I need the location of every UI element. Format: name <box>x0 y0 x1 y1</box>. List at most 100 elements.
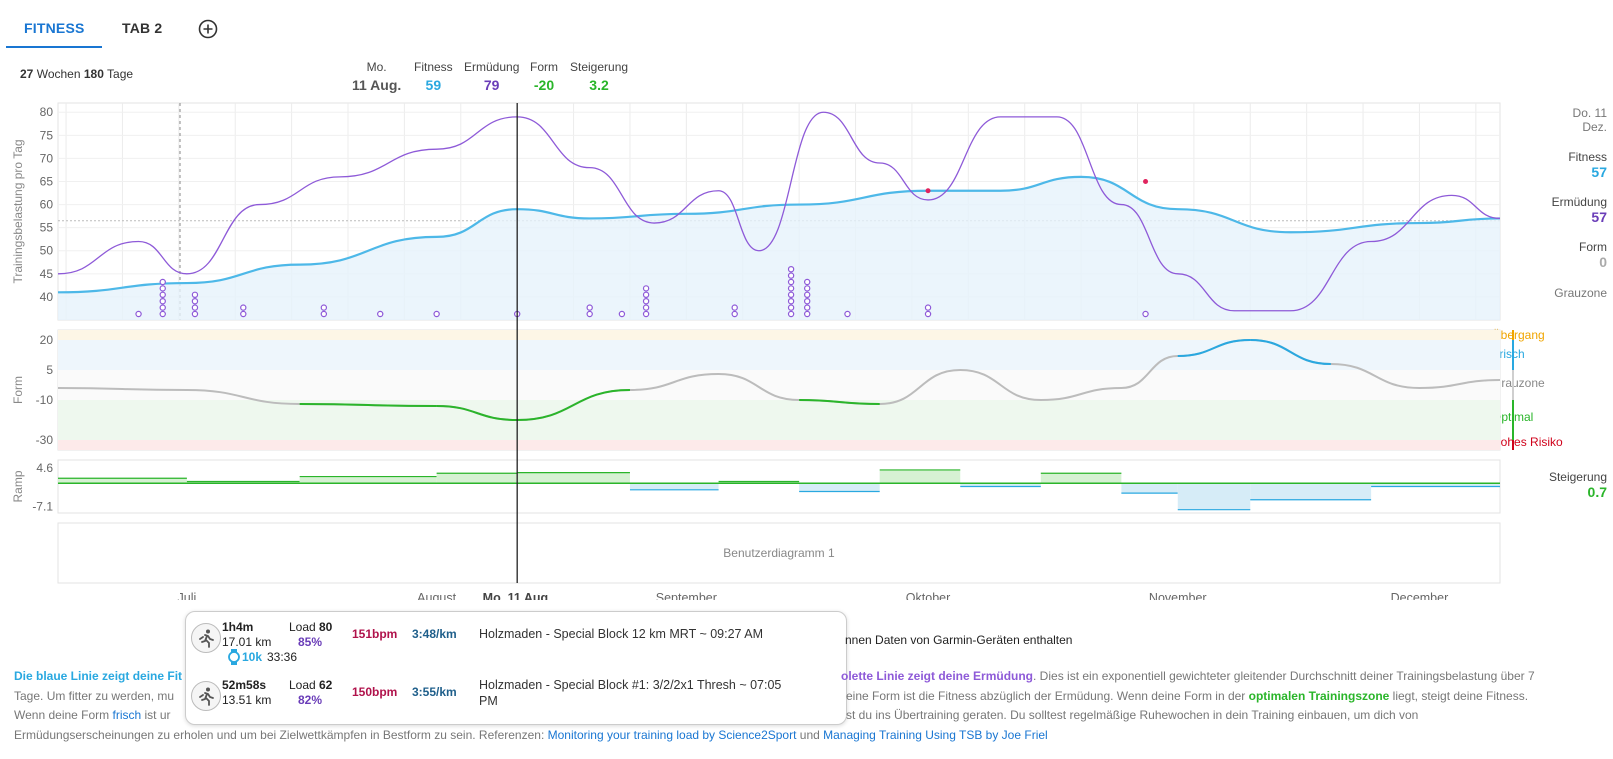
y-tick-label: 65 <box>40 174 54 188</box>
zone-indicator-bar <box>1512 400 1514 440</box>
activity-load-marker <box>803 304 811 311</box>
add-tab-icon[interactable] <box>198 19 218 39</box>
right-zone: Grauzone <box>1554 286 1607 300</box>
activity-load-marker <box>642 291 650 298</box>
tab-2[interactable]: TAB 2 <box>122 20 163 36</box>
ramp-bar <box>718 481 800 484</box>
activity-load-marker <box>642 285 650 292</box>
header-fitness: Fitness 59 <box>414 60 453 93</box>
ramp-bar <box>1121 483 1178 494</box>
activity-load-marker <box>191 298 199 305</box>
right-form-value: 0 <box>1599 254 1607 270</box>
joe-friel-link[interactable]: Managing Training Using TSB by Joe Friel <box>823 727 1048 742</box>
activity-load-marker <box>191 310 199 318</box>
activity-intensity: 82% <box>298 693 323 707</box>
activity-load-marker <box>787 278 795 286</box>
activity-load-marker <box>731 310 738 318</box>
zone-band-fresh <box>58 340 1500 370</box>
activity-load-marker <box>787 285 795 292</box>
desc-optimal-zone: optimalen Trainingszone <box>1248 688 1390 703</box>
activity-distance: 13.51 km <box>222 693 272 707</box>
header-ramp: Steigerung 3.2 <box>570 60 628 93</box>
run-activity-icon[interactable] <box>191 681 221 711</box>
days-count: 180 <box>83 67 104 81</box>
ramp-bar <box>799 483 880 492</box>
header-form-value: -20 <box>533 77 555 93</box>
activity-load-marker <box>377 310 384 318</box>
activity-load-marker <box>803 278 811 286</box>
activity-pace: 3:55/km <box>412 685 457 699</box>
header-ramp-label: Steigerung <box>570 60 629 74</box>
month-label: Oktober <box>906 591 950 600</box>
activity-duration: 1h4m <box>222 620 254 634</box>
desc-line2-c: liegt, steigt deine Fitness. <box>1389 688 1529 703</box>
header-fatigue-label: Ermüdung <box>464 60 520 74</box>
activity-load-marker <box>844 310 851 318</box>
activity-load-marker <box>1142 310 1149 318</box>
activity-load-marker <box>924 310 932 318</box>
month-label: November <box>1149 591 1207 600</box>
desc-fresh-link[interactable]: frisch <box>112 708 142 722</box>
activity-load-marker <box>787 310 795 318</box>
ramp-bar <box>1371 483 1500 487</box>
header-date-value: 11 Aug. <box>352 77 402 93</box>
form-y-tick-label: -30 <box>36 433 54 447</box>
garmin-note: nnen Daten von Garmin-Geräten enthalten <box>845 633 1073 647</box>
activity-load-marker <box>159 298 166 305</box>
ramp-bar <box>1177 483 1251 510</box>
activity-distance: 17.01 km <box>222 635 272 649</box>
activity-title: Holzmaden - Special Block 12 km MRT ~ 09… <box>479 627 764 641</box>
activity-heart-rate: 151bpm <box>352 627 398 641</box>
science2sport-link[interactable]: Monitoring your training load by Science… <box>547 727 797 742</box>
zone-band-optimal <box>58 400 1500 440</box>
activity-load-value: 80 <box>319 620 333 634</box>
header-form-label: Form <box>530 60 558 74</box>
peak-marker <box>925 188 931 194</box>
activity-load-marker <box>240 304 247 311</box>
form-y-tick-label: 20 <box>40 333 54 347</box>
header-ramp-value: 3.2 <box>589 77 609 93</box>
activity-title-cont: PM <box>479 694 498 708</box>
ramp-bar <box>1250 483 1372 500</box>
activity-load-marker <box>924 304 932 311</box>
right-fatigue-label: Ermüdung <box>1551 195 1607 209</box>
activity-load-marker <box>586 304 593 311</box>
tab-fitness[interactable]: FITNESS <box>24 20 85 36</box>
activity-load-marker <box>803 298 811 305</box>
ramp-bar <box>58 478 187 484</box>
right-fatigue-value: 57 <box>1591 209 1607 225</box>
activity-load-marker <box>433 310 440 318</box>
activity-title: Holzmaden - Special Block #1: 3/2/2x1 Th… <box>479 678 782 692</box>
crosshair-date-label: Mo. 11 Aug. <box>483 591 552 600</box>
form-y-tick-label: -10 <box>36 393 54 407</box>
activity-load-marker <box>159 285 166 292</box>
activity-intensity: 85% <box>298 635 323 649</box>
right-fatigue: Ermüdung 57 <box>1552 195 1607 225</box>
date-range[interactable]: 27 Wochen 180 Tage <box>20 67 133 81</box>
user-chart-title: Benutzerdiagramm 1 <box>723 546 835 560</box>
activity-load-marker <box>787 304 795 311</box>
form-zone-segment <box>517 389 630 421</box>
activity-load-marker <box>159 310 166 318</box>
desc-line3-a: Wenn deine Form <box>14 708 113 722</box>
activity-load-marker <box>642 304 650 311</box>
activity-load-marker <box>320 310 328 318</box>
tab-bar: FITNESS TAB 2 <box>0 0 1613 48</box>
zone-indicator-bar <box>1512 440 1514 450</box>
ramp-bar <box>436 473 518 484</box>
header-fatigue-value: 79 <box>483 77 500 93</box>
ramp-bar <box>517 472 630 484</box>
activity-pace: 3:48/km <box>412 627 457 641</box>
run-activity-icon[interactable] <box>191 623 221 653</box>
activity-tooltip: 1h4m 17.01 km Load 80 85% 151bpm 3:48/km Holzma… <box>185 611 847 725</box>
desc-line2-a: Tage. Um fitter zu werden, mu <box>14 688 175 703</box>
user-chart-panel <box>57 522 1501 584</box>
activity-load-marker <box>787 272 795 279</box>
zone-indicator-bar <box>1512 340 1514 370</box>
y-tick-label: 75 <box>40 128 54 142</box>
activity-load-label: Load <box>289 620 316 634</box>
y-tick-label: 40 <box>40 290 54 304</box>
header-weekday: Mo. <box>366 60 387 74</box>
desc-line3-b: ist ur <box>141 708 171 722</box>
